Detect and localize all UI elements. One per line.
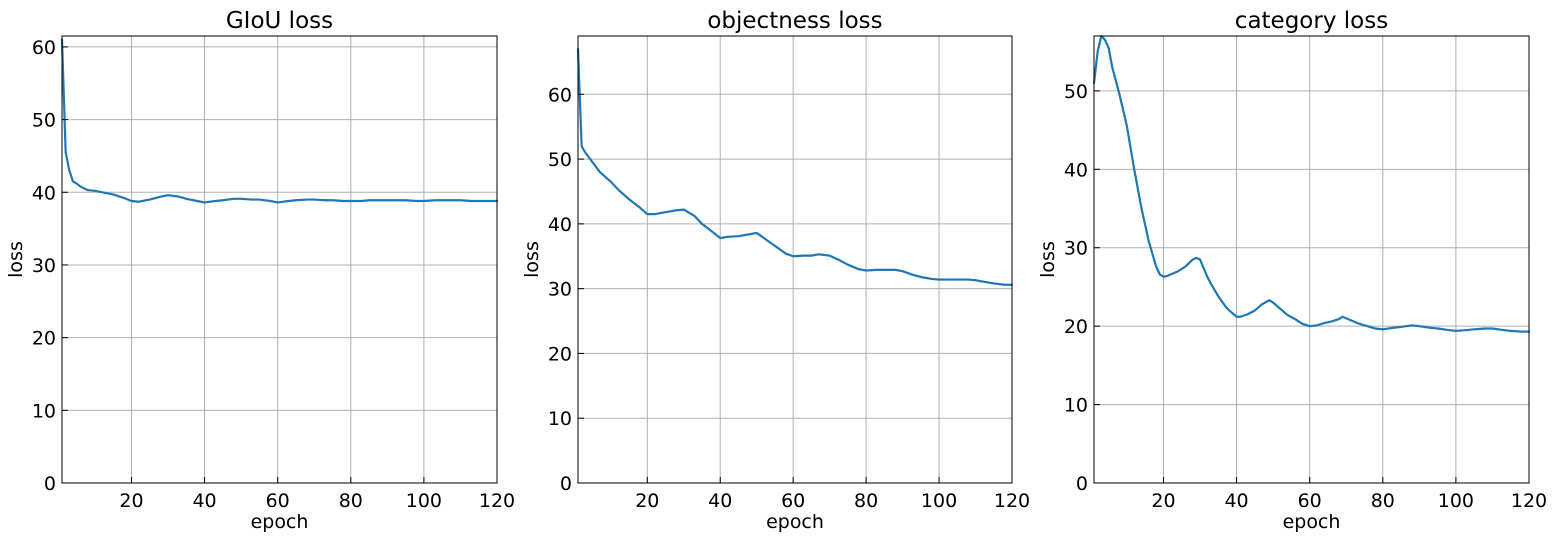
x-tick-label: 40 bbox=[192, 490, 216, 512]
y-axis-label: loss bbox=[521, 241, 543, 278]
y-tick-label: 60 bbox=[548, 84, 572, 106]
y-tick-label: 50 bbox=[548, 149, 572, 171]
y-tick-label: 0 bbox=[560, 473, 572, 495]
subplot-2: 20 40 60 80 100 120 0 10 20 30 40 50 60 objectness lo… bbox=[521, 8, 1030, 533]
x-tick-label: 60 bbox=[266, 490, 290, 512]
x-tick-label: 120 bbox=[1511, 490, 1547, 512]
y-tick-label: 40 bbox=[1064, 159, 1088, 181]
y-tick-label: 10 bbox=[32, 400, 56, 422]
x-axis-label: epoch bbox=[766, 511, 824, 533]
y-tick-label: 60 bbox=[32, 37, 56, 59]
y-tick-label: 0 bbox=[1076, 473, 1088, 495]
y-tick-label: 20 bbox=[1064, 316, 1088, 338]
chart-title: GIoU loss bbox=[226, 8, 333, 34]
y-axis-label: loss bbox=[1037, 241, 1059, 278]
x-tick-label: 100 bbox=[406, 490, 442, 512]
x-tick-label: 20 bbox=[635, 490, 659, 512]
series-line bbox=[60, 38, 499, 204]
x-tick-label: 20 bbox=[1151, 490, 1175, 512]
x-tick-label: 60 bbox=[781, 490, 805, 512]
x-tick-label: 100 bbox=[921, 490, 957, 512]
y-tick-label: 20 bbox=[32, 328, 56, 350]
y-tick-label: 40 bbox=[548, 214, 572, 236]
y-tick-label: 20 bbox=[548, 343, 572, 365]
x-tick-label: 40 bbox=[708, 490, 732, 512]
x-axis-label: epoch bbox=[251, 511, 309, 533]
y-tick-label: 30 bbox=[548, 279, 572, 301]
y-tick-label: 30 bbox=[32, 255, 56, 277]
y-tick-label: 10 bbox=[1064, 395, 1088, 417]
subplot-1: 20 40 60 80 100 120 0 10 20 30 40 50 60 GIoU loss epoc… bbox=[5, 8, 515, 533]
axes-frame bbox=[1093, 35, 1530, 484]
subplot-3: 20 40 60 80 100 120 0 10 20 30 40 50 category loss ep… bbox=[1037, 8, 1547, 533]
axes-frame bbox=[577, 35, 1013, 484]
x-axis-label: epoch bbox=[1283, 511, 1341, 533]
x-tick-label: 120 bbox=[994, 490, 1030, 512]
y-tick-label: 30 bbox=[1064, 238, 1088, 260]
y-axis-label: loss bbox=[5, 241, 27, 278]
x-tick-label: 80 bbox=[854, 490, 878, 512]
series-line bbox=[576, 47, 1014, 286]
y-tick-label: 0 bbox=[44, 473, 56, 495]
y-tick-label: 50 bbox=[32, 110, 56, 132]
x-tick-label: 60 bbox=[1298, 490, 1322, 512]
x-tick-label: 40 bbox=[1224, 490, 1248, 512]
x-tick-label: 100 bbox=[1438, 490, 1474, 512]
chart-title: category loss bbox=[1235, 8, 1388, 34]
x-tick-label: 80 bbox=[1371, 490, 1395, 512]
y-tick-label: 10 bbox=[548, 408, 572, 430]
y-tick-label: 50 bbox=[1064, 81, 1088, 103]
y-tick-label: 40 bbox=[32, 182, 56, 204]
axes-frame bbox=[61, 35, 498, 484]
x-tick-label: 120 bbox=[479, 490, 515, 512]
series-line bbox=[1092, 34, 1531, 333]
x-tick-label: 20 bbox=[119, 490, 143, 512]
x-tick-label: 80 bbox=[339, 490, 363, 512]
chart-title: objectness loss bbox=[707, 8, 882, 34]
